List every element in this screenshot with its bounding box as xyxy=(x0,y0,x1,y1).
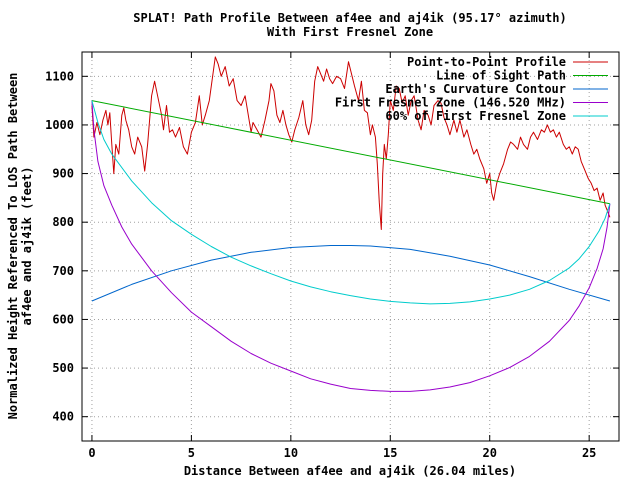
series-line-first-fresnel-zone xyxy=(91,100,611,392)
axis-ticks: 0 5 10 15 20 25 400 500 600 700 800 900 1000 1100 xyxy=(45,52,619,460)
legend-label: Line of Sight Path xyxy=(436,69,566,83)
chart-title: SPLAT! Path Profile Between af4ee and aj… xyxy=(133,11,566,25)
y-tick-label: 800 xyxy=(52,215,74,229)
series-line-line-of-sight xyxy=(91,100,610,205)
x-tick-label: 20 xyxy=(482,446,496,460)
y-tick-label: 1000 xyxy=(45,118,74,132)
x-tick-label: 5 xyxy=(188,446,195,460)
x-axis-label: Distance Between af4ee and aj4ik (26.04 … xyxy=(184,464,516,478)
legend-label: First Fresnel Zone (146.520 MHz) xyxy=(335,96,566,110)
series-line-profile xyxy=(91,56,611,230)
series-line-earth-curvature xyxy=(91,245,611,302)
y-axis-label-line1: Normalized Height Referenced To LOS Path… xyxy=(6,73,20,420)
x-tick-label: 25 xyxy=(582,446,596,460)
chart-subtitle: With First Fresnel Zone xyxy=(267,25,433,39)
legend-label: Point-to-Point Profile xyxy=(407,55,566,69)
x-tick-label: 15 xyxy=(383,446,397,460)
y-tick-label: 500 xyxy=(52,361,74,375)
plot-frame xyxy=(81,51,620,442)
y-tick-label: 700 xyxy=(52,264,74,278)
x-tick-label: 0 xyxy=(88,446,95,460)
series-line-sixty-percent-fresnel-zone xyxy=(91,100,611,305)
legend-label: 60% of First Fresnel Zone xyxy=(385,109,566,123)
legend-label: Earth's Curvature Contour xyxy=(385,82,566,96)
y-tick-label: 900 xyxy=(52,167,74,181)
x-tick-label: 10 xyxy=(284,446,298,460)
series-group xyxy=(91,56,611,392)
y-tick-label: 400 xyxy=(52,410,74,424)
y-tick-label: 600 xyxy=(52,312,74,326)
y-tick-label: 1100 xyxy=(45,69,74,83)
y-axis-label-line2: af4ee and aj4ik (feet) xyxy=(20,167,34,326)
